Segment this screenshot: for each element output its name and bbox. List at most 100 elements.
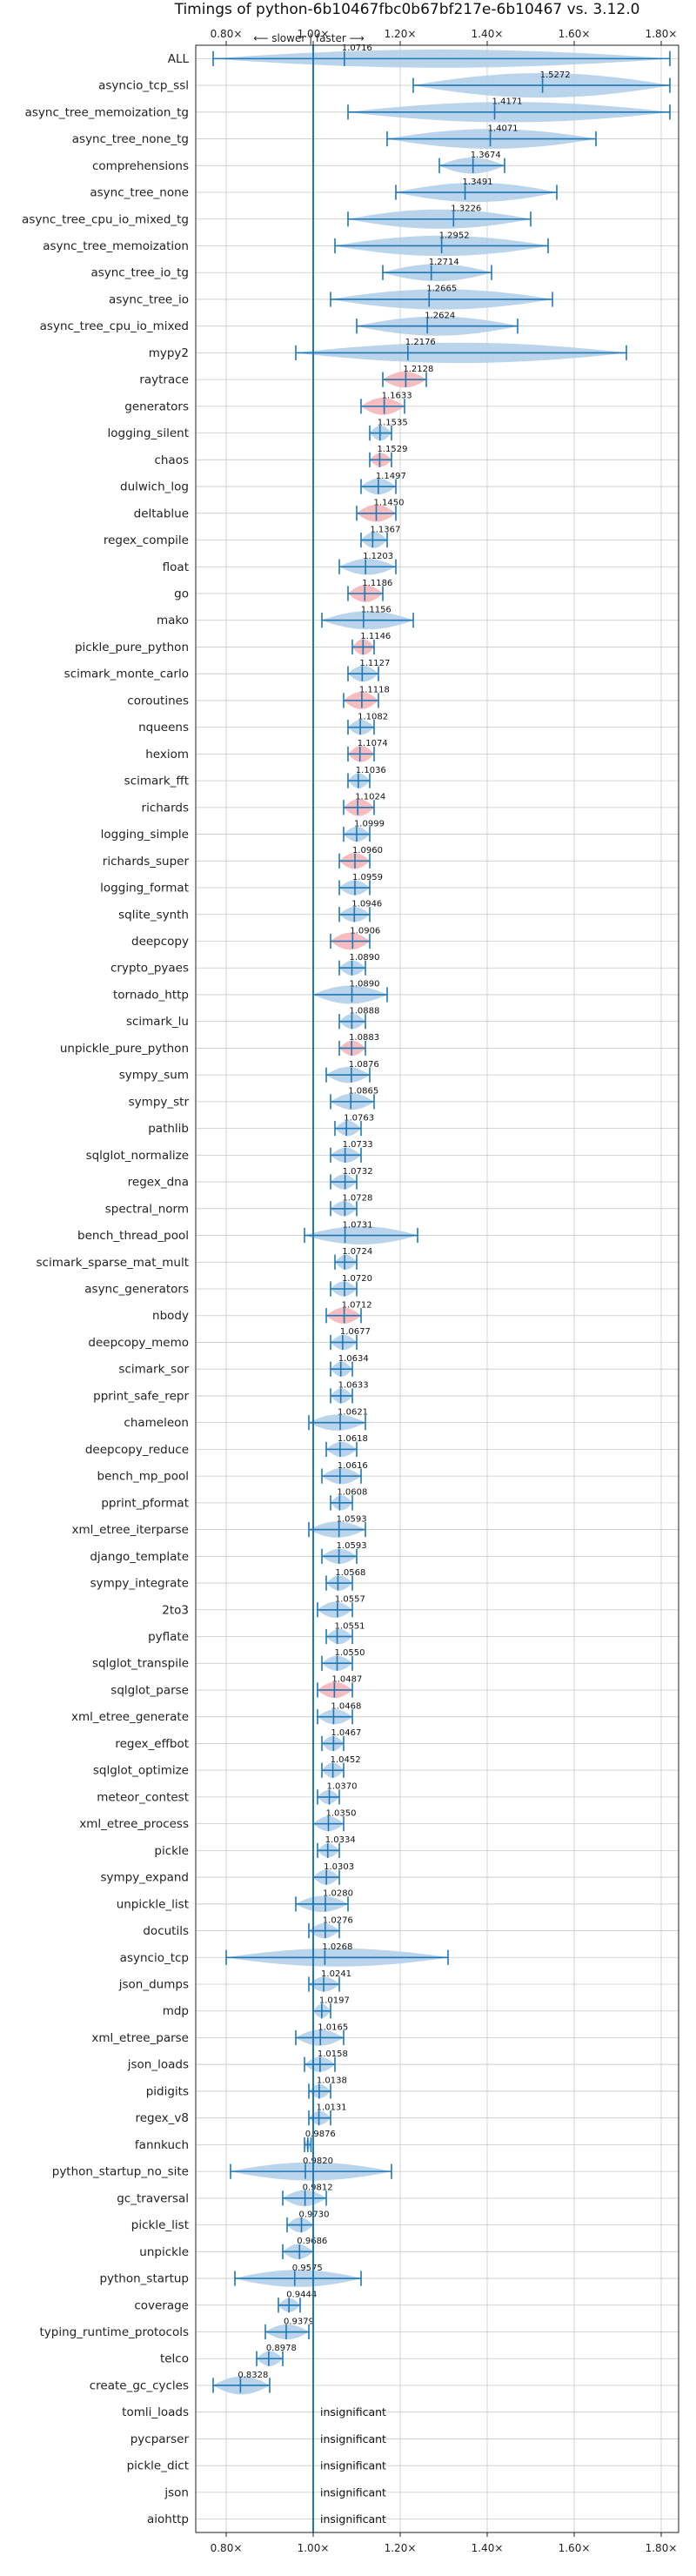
- benchmark-label: python_startup_no_site: [52, 2165, 189, 2179]
- benchmark-label: mako: [157, 614, 189, 627]
- benchmark-label: scimark_fft: [124, 775, 189, 788]
- value-label: 1.3491: [463, 178, 493, 187]
- value-label: 1.0593: [337, 1514, 367, 1524]
- benchmark-label: telco: [160, 2352, 189, 2366]
- insignificant-label: insignificant: [320, 2485, 386, 2499]
- insignificant-label: insignificant: [320, 2512, 386, 2526]
- value-label: 1.0467: [331, 1728, 361, 1738]
- benchmark-label: tornado_http: [113, 988, 189, 1002]
- value-label: 1.4071: [488, 124, 519, 133]
- benchmark-label: asyncio_tcp: [120, 1951, 189, 1965]
- grid-lines: [196, 45, 679, 2532]
- value-label: 1.0633: [338, 1381, 369, 1391]
- value-label: 1.0616: [338, 1461, 368, 1471]
- value-label: 1.1146: [360, 632, 391, 641]
- value-label: 1.1186: [362, 579, 392, 588]
- benchmark-label: docutils: [143, 1924, 189, 1938]
- tick-label-bottom: 1.00×: [298, 2542, 330, 2554]
- benchmark-label: unpickle: [139, 2245, 189, 2259]
- benchmark-label: pathlib: [148, 1122, 189, 1136]
- value-label: 1.0733: [343, 1140, 373, 1150]
- value-label: 1.0677: [340, 1327, 371, 1337]
- benchmark-label: richards: [142, 801, 189, 815]
- value-label: 1.0890: [350, 953, 380, 963]
- benchmark-label: hexiom: [145, 748, 189, 761]
- benchmark-label: django_template: [90, 1550, 189, 1564]
- value-label: 0.9812: [303, 2184, 333, 2193]
- benchmark-label: xml_etree_generate: [71, 1710, 189, 1724]
- value-label: 1.0621: [338, 1407, 368, 1417]
- value-label: 1.0280: [323, 1889, 353, 1899]
- value-label: 1.0728: [342, 1194, 372, 1204]
- value-label: 1.0618: [338, 1434, 368, 1444]
- benchmark-labels: ALL asyncio_tcp_ssl async_tree_memoization…: [22, 52, 189, 2526]
- benchmark-label: scimark_lu: [126, 1015, 189, 1029]
- value-label: 1.0452: [331, 1755, 361, 1765]
- benchmark-label: sympy_str: [129, 1095, 190, 1109]
- value-label: 1.0634: [338, 1354, 369, 1364]
- benchmark-label: regex_dna: [128, 1176, 189, 1190]
- tick-label-top: 1.20×: [385, 28, 417, 40]
- value-label: 1.0712: [342, 1301, 372, 1311]
- value-label: 1.0276: [323, 1915, 353, 1925]
- value-label: 1.5272: [540, 70, 571, 80]
- value-label: 1.0165: [318, 2023, 348, 2032]
- benchmark-label: logging_silent: [108, 426, 189, 440]
- benchmark-label: mdp: [163, 2004, 189, 2018]
- benchmark-label: json_loads: [127, 2058, 189, 2072]
- value-label: 1.0197: [319, 1996, 350, 2006]
- benchmark-label: json_dumps: [118, 1978, 189, 1992]
- benchmark-label: pyflate: [148, 1630, 189, 1644]
- value-label: 1.1156: [361, 606, 392, 615]
- benchmark-label: 2to3: [162, 1603, 189, 1617]
- value-label: 1.2952: [439, 231, 470, 240]
- benchmark-label: logging_format: [100, 882, 189, 896]
- benchmark-label: python_startup: [99, 2272, 189, 2286]
- benchmark-label: regex_compile: [104, 533, 189, 547]
- benchmark-label: pickle_pure_python: [75, 641, 189, 654]
- tick-label-bottom: 1.80×: [646, 2542, 678, 2554]
- value-label: 1.0720: [342, 1274, 372, 1284]
- violins: 1.0716 1.5272 1.4171 1.4071 1.3674 1.3491 1.32…: [212, 44, 671, 2532]
- benchmark-label: async_generators: [84, 1283, 189, 1297]
- tick-label-top: 1.60×: [559, 28, 591, 40]
- benchmark-label: aiohttp: [147, 2512, 189, 2526]
- benchmark-label: xml_etree_iterparse: [72, 1523, 190, 1537]
- value-label: 1.1497: [376, 472, 406, 481]
- value-label: 1.0350: [326, 1808, 357, 1818]
- value-label: 1.0731: [343, 1220, 373, 1230]
- insignificant-label: insignificant: [320, 2459, 386, 2472]
- x-axis-ticks: 0.80× 0.80× 1.00× 1.00× 1.20× 1.20× 1.40× 1.40×…: [211, 28, 678, 2554]
- value-label: 1.0876: [349, 1060, 379, 1070]
- benchmark-label: nqueens: [138, 721, 189, 735]
- value-label: 1.1633: [382, 392, 412, 401]
- benchmark-label: scimark_monte_carlo: [64, 667, 189, 681]
- benchmark-label: async_tree_memoization: [43, 239, 189, 253]
- benchmark-label: unpickle_list: [117, 1897, 189, 1911]
- value-label: 0.9820: [303, 2157, 333, 2166]
- benchmark-label: raytrace: [139, 373, 189, 387]
- tick-label-bottom: 1.20×: [385, 2542, 417, 2554]
- benchmark-label: meteor_contest: [97, 1790, 189, 1804]
- value-label: 1.1450: [374, 499, 405, 508]
- benchmark-label: pickle_list: [131, 2218, 189, 2232]
- value-label: 1.0608: [337, 1488, 367, 1498]
- value-label: 1.0551: [335, 1621, 365, 1631]
- value-label: 1.1529: [377, 445, 407, 454]
- chart-title: Timings of python-6b10467fbc0b67bf217e-6…: [174, 1, 640, 18]
- benchmark-label: async_tree_io_tg: [90, 266, 189, 280]
- insignificant-label: insignificant: [320, 2432, 386, 2445]
- benchmark-label: coverage: [134, 2298, 189, 2312]
- benchmark-label: pprint_pformat: [101, 1496, 189, 1510]
- value-label: 1.0557: [335, 1595, 365, 1605]
- value-label: 1.0946: [351, 900, 382, 909]
- value-label: 1.0732: [343, 1167, 373, 1177]
- value-label: 1.2128: [403, 365, 433, 374]
- benchmark-label: spectral_norm: [105, 1202, 189, 1216]
- benchmark-label: async_tree_none: [90, 186, 189, 200]
- value-label: 1.2176: [405, 338, 436, 347]
- value-label: 1.0550: [335, 1648, 365, 1658]
- value-label: 1.0960: [352, 846, 383, 855]
- value-label: 1.0370: [327, 1782, 358, 1792]
